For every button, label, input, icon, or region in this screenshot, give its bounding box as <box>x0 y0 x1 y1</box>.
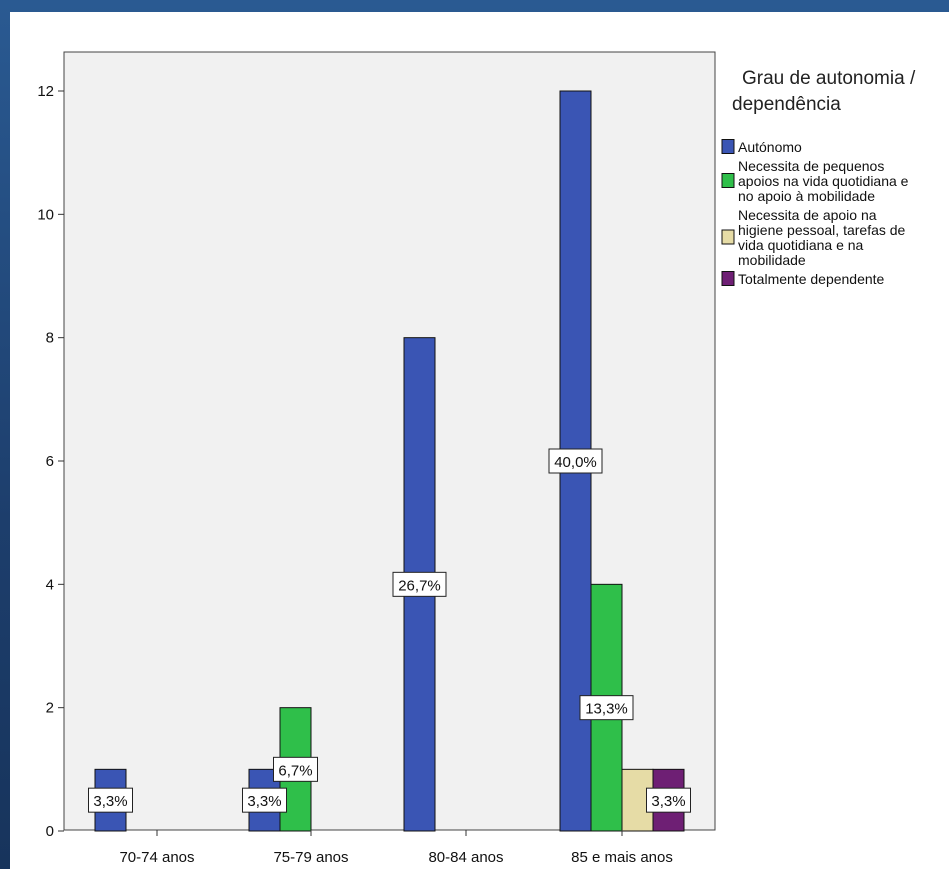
x-tick-label: 85 e mais anos <box>571 849 673 866</box>
data-label: 40,0% <box>554 454 597 471</box>
data-label: 13,3% <box>585 701 628 718</box>
y-tick-label: 12 <box>37 83 54 100</box>
legend-title: dependência <box>732 94 841 115</box>
data-label: 3,3% <box>247 793 281 810</box>
data-label-box <box>646 787 691 813</box>
legend-entry-label: higiene pessoal, tarefas de <box>738 222 906 238</box>
y-tick-label: 4 <box>46 576 54 593</box>
y-tick-label: 8 <box>46 330 54 347</box>
legend-entry-label: vida quotidiana e na <box>738 237 864 253</box>
x-tick-label: 70-74 anos <box>119 849 194 866</box>
data-label-box <box>392 571 447 597</box>
y-tick-label: 0 <box>46 823 54 840</box>
legend-swatch <box>721 229 735 245</box>
data-label: 26,7% <box>398 577 441 594</box>
data-label-box <box>548 448 603 474</box>
data-label-box <box>273 756 318 782</box>
x-tick-label: 75-79 anos <box>273 849 348 866</box>
data-label-box <box>88 787 133 813</box>
legend-swatch <box>721 271 735 286</box>
data-label: 3,3% <box>651 793 685 810</box>
data-label-box <box>242 787 287 813</box>
y-tick-label: 10 <box>37 206 54 223</box>
legend-entry-label: apoios na vida quotidiana e <box>738 173 909 189</box>
legend-title: Grau de autonomia / <box>742 68 916 89</box>
data-label-box <box>579 695 634 721</box>
data-label: 6,7% <box>278 762 312 779</box>
legend-swatch <box>721 139 735 154</box>
legend-swatch <box>721 173 735 188</box>
y-tick-label: 2 <box>46 700 54 717</box>
legend-entry-label: no apoio à mobilidade <box>738 188 875 204</box>
legend-entry-label: Autónomo <box>738 139 802 155</box>
data-label: 3,3% <box>93 793 127 810</box>
legend-entry-label: Necessita de apoio na <box>738 207 877 223</box>
legend-entry-label: mobilidade <box>738 252 806 268</box>
legend-entry-label: Necessita de pequenos <box>738 158 884 174</box>
y-tick-label: 6 <box>46 453 54 470</box>
x-tick-label: 80-84 anos <box>428 849 503 866</box>
legend-entry-label: Totalmente dependente <box>738 271 885 287</box>
